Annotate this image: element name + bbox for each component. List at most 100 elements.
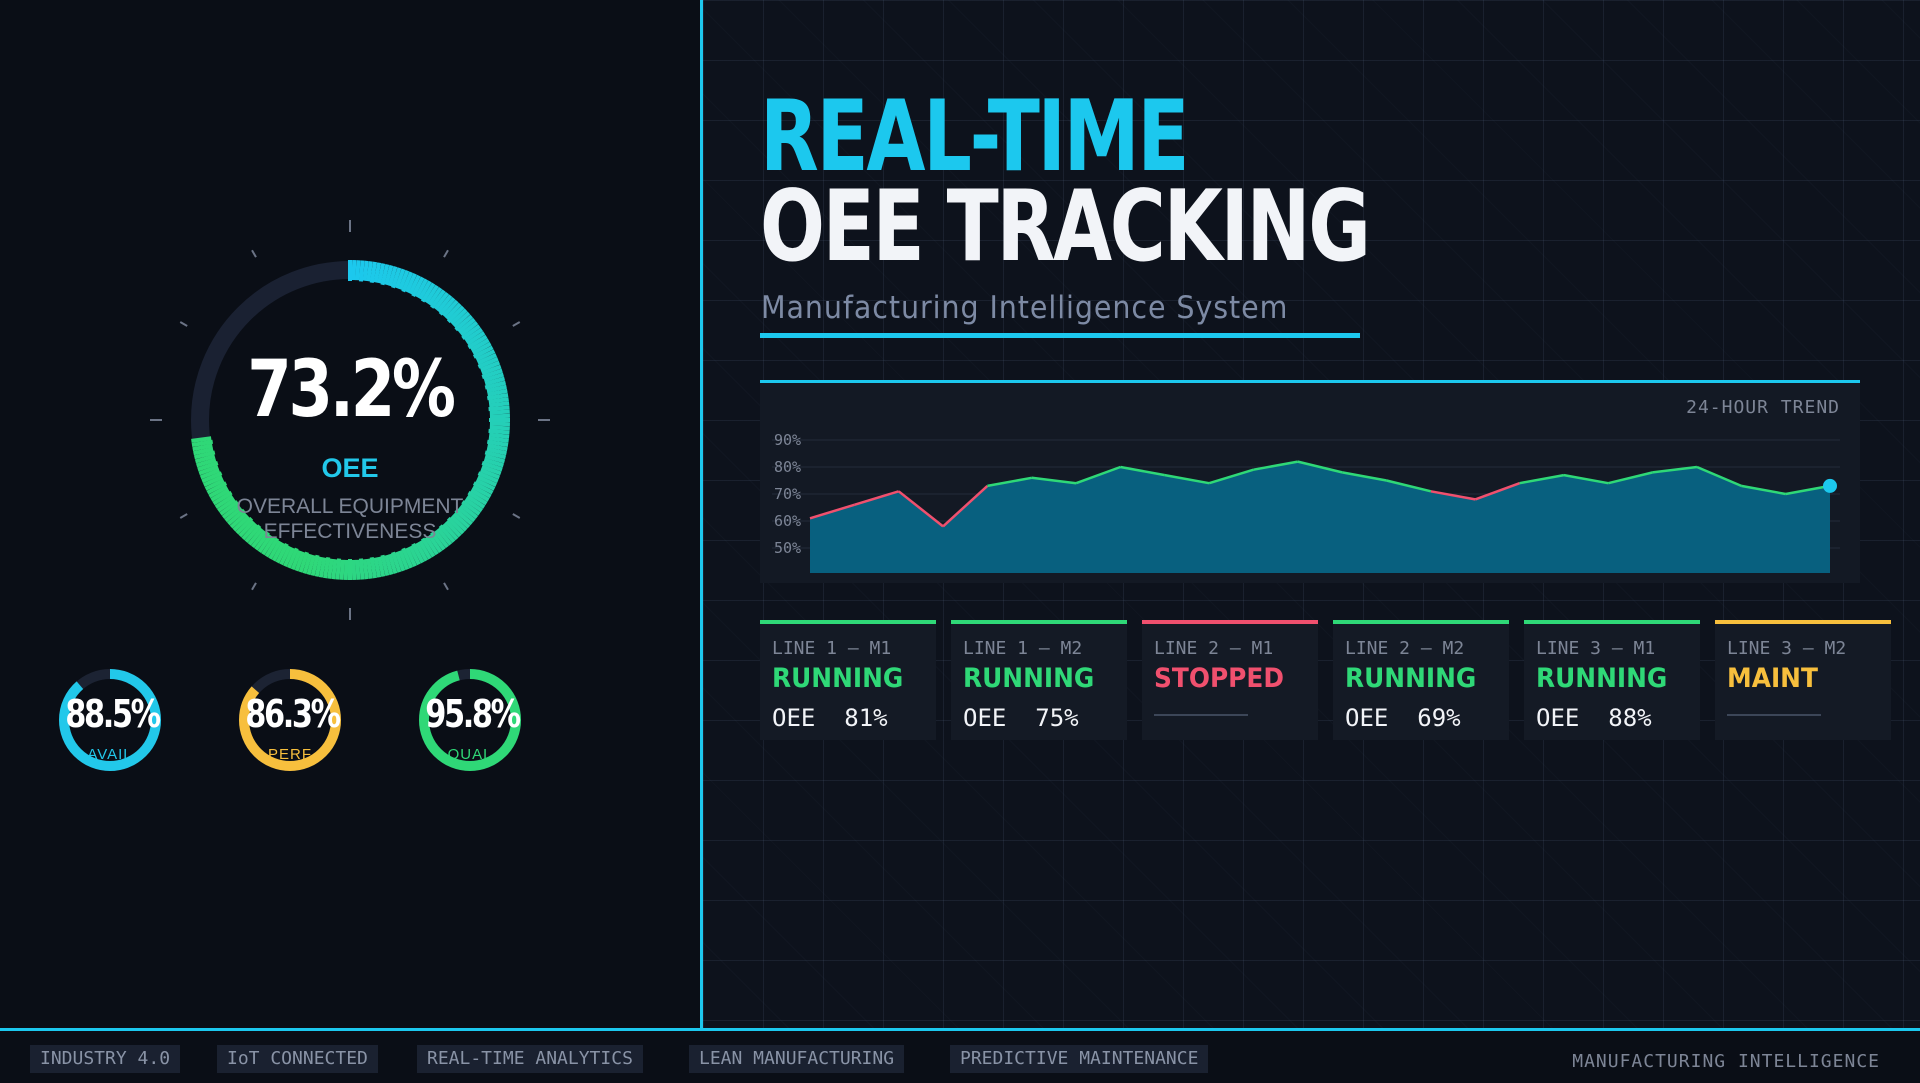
status-card[interactable]: LINE 2 — M2 RUNNING OEE 69% <box>1333 620 1509 740</box>
oee-ring-segment <box>484 376 506 386</box>
oee-ring-segment <box>433 291 449 311</box>
oee-ring-segment <box>373 557 382 578</box>
trend-line-segment <box>987 476 1032 488</box>
oee-ring-segment <box>472 341 492 355</box>
oee-ring-segment <box>351 260 357 281</box>
oee-ring-segment <box>450 308 468 326</box>
oee-ring-segment <box>424 536 439 556</box>
oee-ring-segment <box>369 261 378 284</box>
tag-predictive: PREDICTIVE MAINTENANCE <box>950 1045 1209 1073</box>
oee-ring-segment <box>477 471 499 484</box>
oee-ring-segment <box>257 534 273 553</box>
card-status: STOPPED <box>1154 663 1284 694</box>
quality-ring <box>419 669 521 771</box>
gauge-tick <box>251 249 257 258</box>
availability-gauge: 88.5% AVAIL <box>54 664 166 776</box>
trend-line-segment <box>942 484 989 528</box>
gauge-tick <box>512 513 521 519</box>
oee-ring-segment <box>430 289 446 309</box>
oee-ring-segment <box>487 388 508 397</box>
trend-line-segment <box>1519 473 1565 485</box>
oee-ring-segment <box>203 475 223 487</box>
tag-lean: LEAN MANUFACTURING <box>689 1045 905 1073</box>
oee-ring-segment <box>461 500 481 516</box>
trend-line-segment <box>1785 484 1831 496</box>
card-status: RUNNING <box>772 663 904 694</box>
oee-ring-segment <box>487 443 508 452</box>
oee-ring-segment <box>398 549 410 571</box>
card-line-label: LINE 1 — M1 <box>772 638 892 659</box>
oee-ring-segment <box>479 468 501 480</box>
oee-ring-segment <box>484 454 506 464</box>
status-card[interactable]: LINE 2 — M1 STOPPED <box>1142 620 1318 740</box>
oee-ring-segment <box>475 349 496 362</box>
oee-ring-segment <box>415 278 429 298</box>
status-card[interactable]: LINE 3 — M2 MAINT <box>1715 620 1891 740</box>
trend-line-segment <box>1741 484 1786 496</box>
trend-chart-panel: 90% 80% 70% 60% 50% 24-HOUR TREND <box>760 380 1860 583</box>
trend-line-segment <box>809 503 855 520</box>
oee-ring-segment <box>405 273 417 293</box>
trend-chart: 90% 80% 70% 60% 50% <box>772 431 1840 573</box>
oee-ring-segment <box>261 536 276 556</box>
oee-ring-segment <box>335 558 342 580</box>
oee-ring-segment <box>199 468 221 480</box>
oee-ring-segment <box>472 481 494 495</box>
oee-ring-segment <box>470 338 490 352</box>
card-line-label: LINE 2 — M1 <box>1154 638 1274 659</box>
oee-ring-segment <box>466 331 486 346</box>
oee-ring-segment <box>373 262 382 283</box>
oee-ring-segment <box>470 488 490 502</box>
oee-ring-segment <box>438 524 456 543</box>
oee-ring-segment <box>358 558 365 580</box>
trend-line-segment <box>1386 479 1432 493</box>
oee-ring-segment <box>444 520 462 538</box>
oee-ring-segment <box>212 490 233 506</box>
oee-ring-segment <box>343 559 349 580</box>
oee-ring-gauge <box>150 220 550 620</box>
oee-ring-segment <box>408 545 421 566</box>
trend-line-segment <box>853 490 900 506</box>
oee-ring-segment <box>477 353 497 365</box>
oee-ring-segment <box>369 556 378 579</box>
oee-ring-segment <box>339 559 345 580</box>
oee-ring-segment <box>251 529 267 549</box>
card-accent <box>1715 620 1891 624</box>
card-line-label: LINE 3 — M2 <box>1727 638 1847 659</box>
oee-ring-segment <box>483 457 504 468</box>
oee-ring-segment <box>314 556 323 577</box>
oee-ring-segment <box>433 529 449 549</box>
oee-sublabel-line1: OVERALL EQUIPMENT <box>236 495 464 518</box>
oee-ring-segment <box>489 425 510 431</box>
oee-ring-segment <box>238 520 256 538</box>
oee-ring-segment <box>268 540 282 560</box>
oee-ring-segment <box>380 263 390 286</box>
oee-ring-segment <box>224 506 243 523</box>
oee-ring-segment <box>459 503 479 519</box>
card-accent <box>1524 620 1700 624</box>
trend-y-tick: 80% <box>774 458 801 476</box>
oee-ring-segment <box>452 311 471 328</box>
status-card[interactable]: LINE 3 — M1 RUNNING OEE 88% <box>1524 620 1700 740</box>
oee-ring-segment <box>201 471 223 484</box>
trend-y-tick: 50% <box>774 539 801 557</box>
status-card[interactable]: LINE 1 — M2 RUNNING OEE 75% <box>951 620 1127 740</box>
card-status: RUNNING <box>963 663 1095 694</box>
oee-ring-segment <box>247 527 264 546</box>
oee-ring-segment <box>457 506 476 523</box>
oee-ring-segment <box>446 305 465 324</box>
status-card[interactable]: LINE 1 — M1 RUNNING OEE 81% <box>760 620 936 740</box>
oee-ring-segment <box>229 512 248 529</box>
card-accent <box>1333 620 1509 624</box>
card-status: RUNNING <box>1536 663 1668 694</box>
oee-ring-segment <box>318 557 327 578</box>
card-oee: OEE 75% <box>963 704 1079 732</box>
trend-y-tick: 70% <box>774 485 801 503</box>
subtitle: Manufacturing Intelligence System <box>761 290 1289 326</box>
oee-ring-segment <box>398 269 410 291</box>
oee-ring-segment <box>483 372 504 383</box>
oee-ring-segment <box>204 478 225 491</box>
oee-ring-segment <box>377 263 386 284</box>
oee-ring-segment <box>488 405 510 412</box>
trend-line-segment <box>1253 460 1299 471</box>
